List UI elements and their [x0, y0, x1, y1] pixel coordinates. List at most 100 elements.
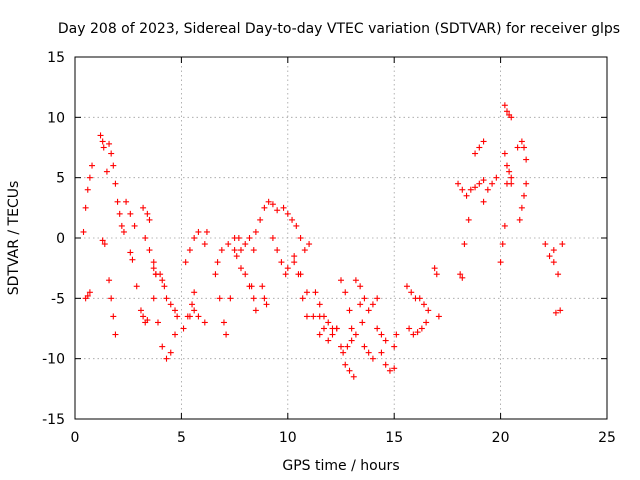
series-arc-au	[416, 295, 432, 314]
data-point	[101, 241, 108, 248]
data-point	[99, 138, 106, 145]
data-point	[418, 325, 425, 332]
data-point	[523, 156, 530, 163]
data-point	[557, 307, 564, 314]
series-arc-o	[157, 271, 168, 290]
data-point	[144, 210, 151, 217]
data-point	[414, 329, 421, 336]
series-arc-aj	[338, 277, 355, 332]
series-arc-z	[252, 198, 281, 235]
data-point	[316, 313, 323, 320]
data-point	[120, 228, 127, 235]
data-point	[410, 331, 417, 338]
data-point	[455, 180, 462, 187]
data-point	[435, 313, 442, 320]
data-point	[163, 295, 170, 302]
series-arc-r	[182, 228, 202, 266]
data-point	[127, 249, 134, 256]
series-arc-ab	[269, 235, 289, 278]
data-point	[110, 162, 117, 169]
data-point	[348, 337, 355, 344]
data-point	[269, 201, 276, 208]
data-point	[289, 216, 296, 223]
series-arc-ac	[280, 204, 308, 254]
y-tick-label: -5	[51, 291, 65, 307]
data-point	[231, 247, 238, 254]
data-point	[480, 177, 487, 184]
data-point	[508, 180, 515, 187]
data-point	[159, 343, 166, 350]
series-arc-bf	[514, 138, 530, 163]
data-point	[431, 265, 438, 272]
series-arc-ao	[365, 295, 381, 314]
data-point	[84, 292, 91, 299]
data-point	[463, 192, 470, 199]
data-point	[550, 247, 557, 254]
data-point	[352, 277, 359, 284]
data-point	[365, 307, 372, 314]
data-point	[167, 349, 174, 356]
data-point	[265, 198, 272, 205]
series-arc-be	[501, 102, 515, 121]
chart-title: Day 208 of 2023, Sidereal Day-to-day VTE…	[58, 21, 620, 37]
data-point	[201, 319, 208, 326]
data-point	[369, 301, 376, 308]
data-point	[99, 237, 106, 244]
data-point	[284, 265, 291, 272]
data-point	[346, 367, 353, 374]
data-point	[310, 313, 317, 320]
data-point	[406, 325, 413, 332]
series-arc-i	[133, 283, 140, 290]
data-point	[489, 180, 496, 187]
data-point	[146, 216, 153, 223]
series-arc-ax	[457, 271, 466, 281]
data-point	[503, 162, 510, 169]
data-point	[274, 247, 281, 254]
data-point	[508, 114, 515, 121]
data-point	[114, 198, 121, 205]
data-point	[306, 241, 313, 248]
data-point	[252, 307, 259, 314]
series-arc-v	[214, 235, 244, 266]
data-point	[131, 222, 138, 229]
data-point	[227, 295, 234, 302]
data-point	[252, 228, 259, 235]
series-arc-ar	[391, 331, 400, 350]
data-point	[465, 216, 472, 223]
data-point	[233, 253, 240, 260]
data-point	[374, 325, 381, 332]
data-point	[80, 228, 87, 235]
data-point	[518, 138, 525, 145]
data-point	[218, 247, 225, 254]
data-point	[342, 361, 349, 368]
data-point	[154, 319, 161, 326]
data-point	[369, 355, 376, 362]
data-point	[467, 186, 474, 193]
data-point	[195, 313, 202, 320]
data-point	[216, 295, 223, 302]
series-arc-am	[357, 301, 366, 326]
series-arc-d	[99, 237, 108, 248]
x-axis-label: GPS time / hours	[282, 458, 399, 474]
series-arc-h	[127, 249, 136, 263]
data-point	[472, 150, 479, 157]
series-arc-av	[431, 265, 442, 320]
data-point	[365, 349, 372, 356]
data-point	[348, 325, 355, 332]
data-point	[189, 301, 196, 308]
series-arc-n	[150, 295, 179, 362]
y-axis-label: SDTVAR / TECUs	[6, 181, 22, 296]
data-point	[295, 271, 302, 278]
data-point	[301, 247, 308, 254]
data-point	[506, 168, 513, 175]
data-point	[106, 277, 113, 284]
data-point	[514, 144, 521, 151]
series-arc-aw	[455, 180, 470, 199]
data-point	[423, 319, 430, 326]
y-tick-label: 0	[56, 231, 65, 247]
data-point	[316, 301, 323, 308]
data-point	[167, 301, 174, 308]
data-point	[291, 253, 298, 260]
data-point	[508, 174, 515, 181]
